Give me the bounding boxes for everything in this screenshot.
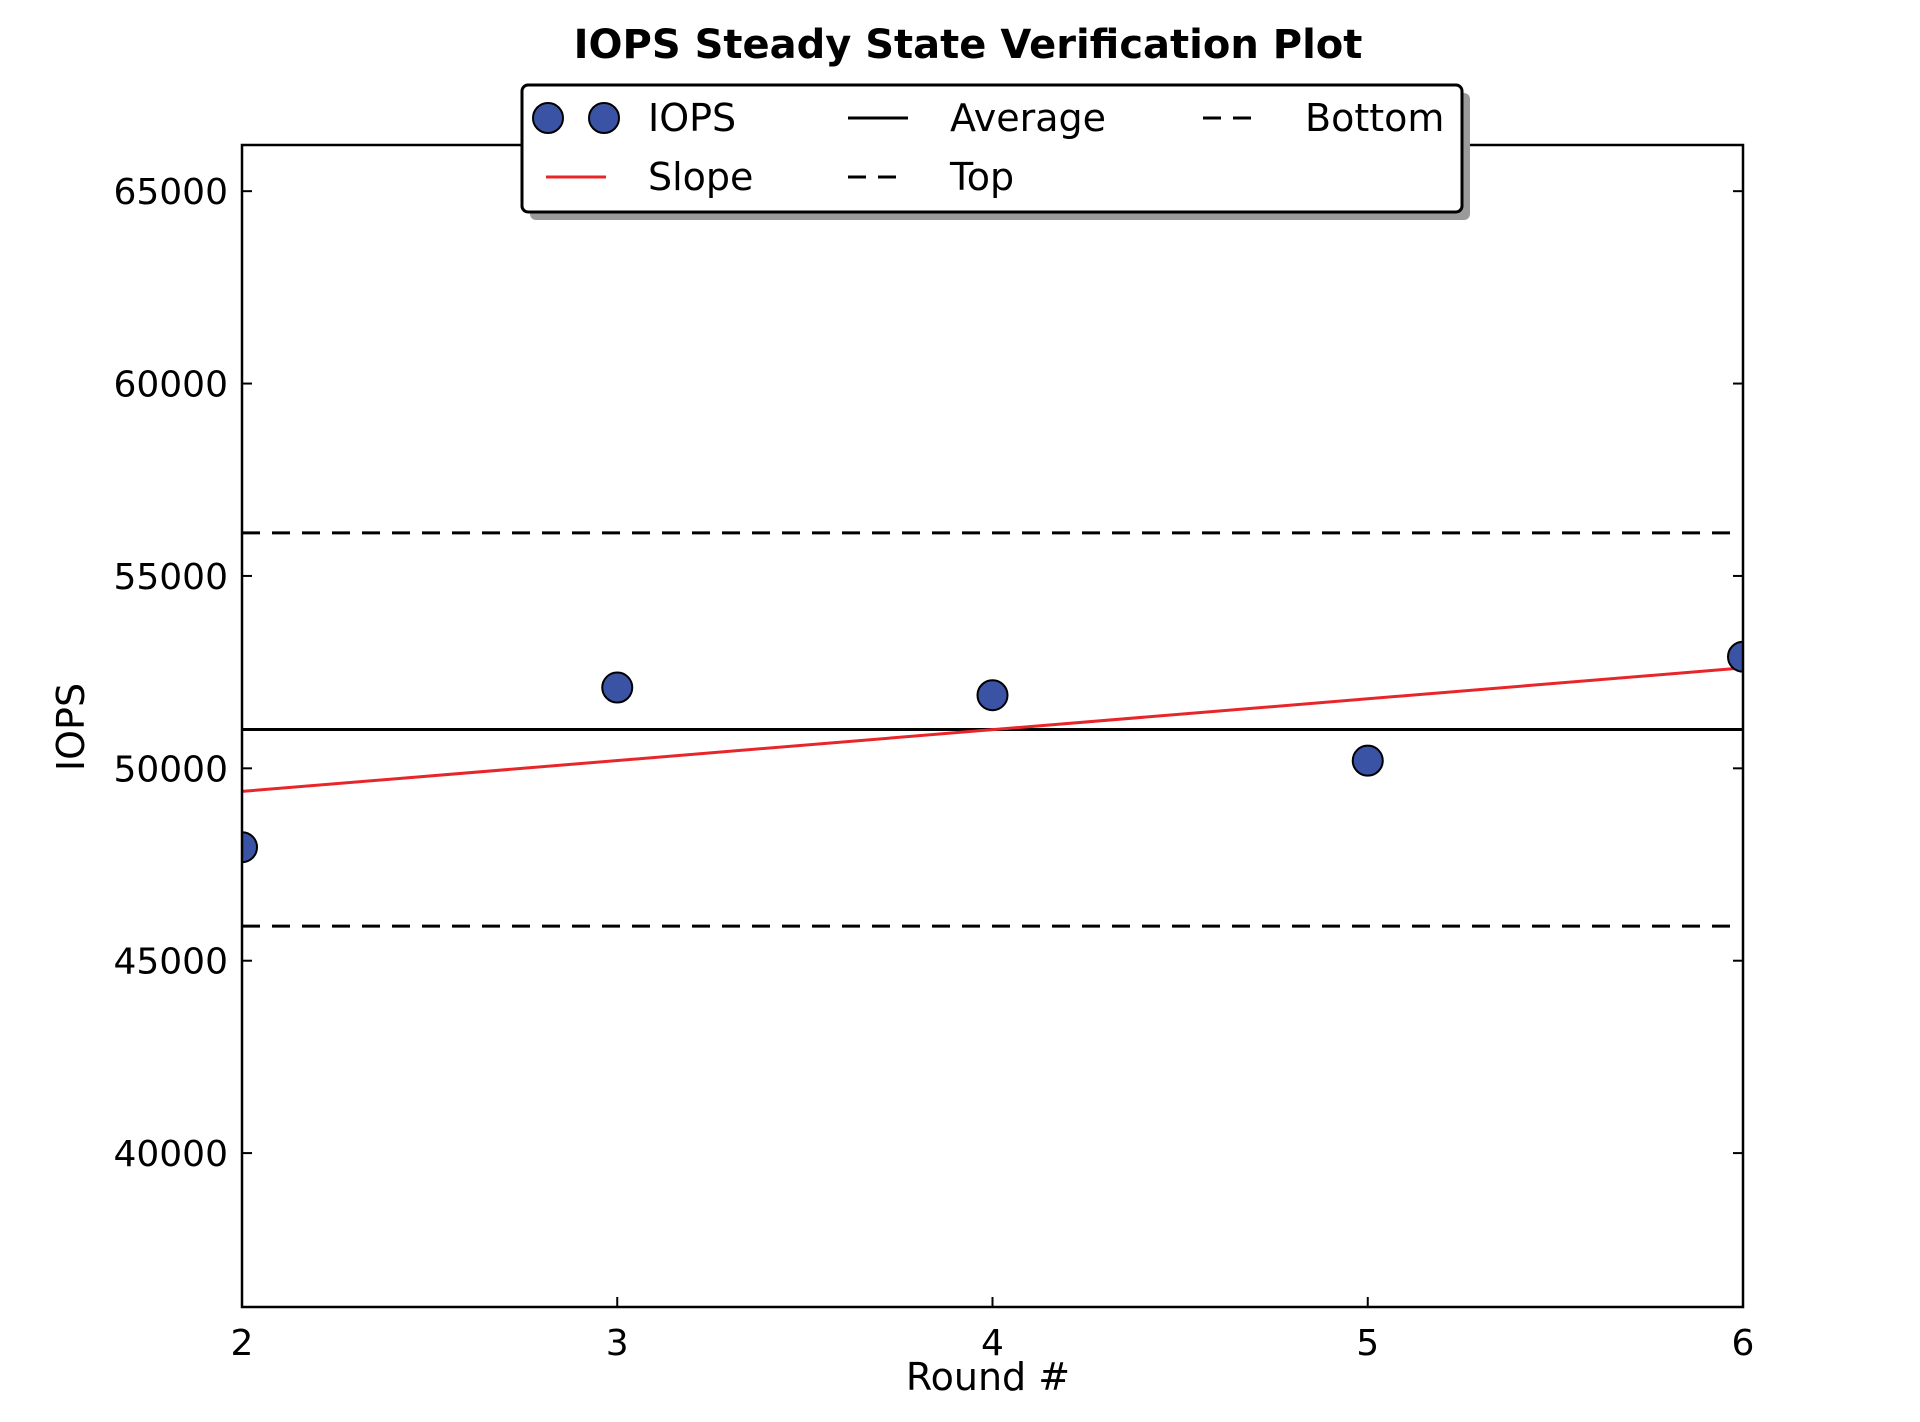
y-axis: 40000 45000 50000 55000 60000 65000	[113, 172, 1743, 1175]
legend-iops-marker	[532, 102, 564, 134]
series-points	[242, 640, 1743, 864]
iops-point	[242, 831, 258, 864]
x-tick-label: 4	[981, 1323, 1004, 1364]
legend-slope-label: Slope	[648, 155, 753, 199]
x-tick-label: 3	[606, 1323, 629, 1364]
x-tick-label: 5	[1356, 1323, 1379, 1364]
legend-box	[520, 83, 1464, 214]
legend-iops-label: IOPS	[648, 96, 736, 140]
y-tick-label: 60000	[113, 365, 228, 406]
y-tick-label: 55000	[113, 557, 228, 598]
chart-title: IOPS Steady State Verification Plot	[574, 22, 1363, 68]
x-tick-label: 2	[231, 1323, 254, 1364]
y-tick-label: 40000	[113, 1134, 228, 1175]
legend-top-label: Top	[949, 155, 1014, 199]
series-lines	[241, 531, 1744, 928]
x-axis: 2 3 4 5 6	[231, 145, 1755, 1364]
legend-iops-marker	[588, 102, 620, 134]
x-tick-label: 6	[1732, 1323, 1755, 1364]
y-tick-label: 50000	[113, 749, 228, 790]
legend-bottom-label: Bottom	[1305, 96, 1444, 140]
x-axis-label: Round #	[906, 1355, 1070, 1399]
legend-average-label: Average	[950, 96, 1106, 140]
iops-point	[601, 671, 634, 704]
plot-frame	[240, 143, 1745, 1309]
legend: IOPS Average Bottom Slope Top	[520, 83, 1470, 220]
iops-point	[976, 679, 1009, 712]
slope-line	[241, 666, 1744, 793]
iops-point	[1351, 744, 1384, 777]
y-tick-label: 65000	[113, 172, 228, 213]
y-axis-label: IOPS	[49, 683, 93, 771]
plot-area	[241, 531, 1744, 928]
iops-point	[1727, 640, 1743, 673]
y-tick-label: 45000	[113, 942, 228, 983]
